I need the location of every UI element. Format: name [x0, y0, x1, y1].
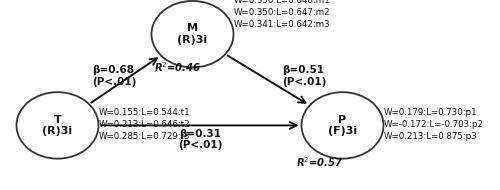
Text: W=0.155:L=0.544:t1
W=0.213:L=0.646:t2
W=0.285:L=0.729:t3: W=0.155:L=0.544:t1 W=0.213:L=0.646:t2 W=…	[98, 108, 190, 141]
Text: T
(R)3i: T (R)3i	[42, 115, 72, 136]
Text: β=0.68
(P<.01): β=0.68 (P<.01)	[92, 65, 137, 87]
Text: P
(F)3i: P (F)3i	[328, 115, 357, 136]
Text: R$^2$=0.46: R$^2$=0.46	[154, 61, 201, 74]
Ellipse shape	[152, 1, 234, 67]
Text: W=0.350:L=0.648:m1
W=0.350:L=0.647:m2
W=0.341:L=0.642:m3: W=0.350:L=0.648:m1 W=0.350:L=0.647:m2 W=…	[234, 0, 330, 29]
Text: R$^2$=0.57: R$^2$=0.57	[296, 156, 344, 169]
Ellipse shape	[302, 92, 384, 159]
Text: β=0.31
(P<.01): β=0.31 (P<.01)	[178, 129, 222, 150]
Text: W=0.179:L=0.730:p1
W=-0.172:L=-0.703:p2
W=0.213:L=0.875:p3: W=0.179:L=0.730:p1 W=-0.172:L=-0.703:p2 …	[384, 108, 484, 141]
Ellipse shape	[16, 92, 98, 159]
Text: M
(R)3i: M (R)3i	[178, 23, 208, 45]
Text: β=0.51
(P<.01): β=0.51 (P<.01)	[282, 65, 327, 87]
